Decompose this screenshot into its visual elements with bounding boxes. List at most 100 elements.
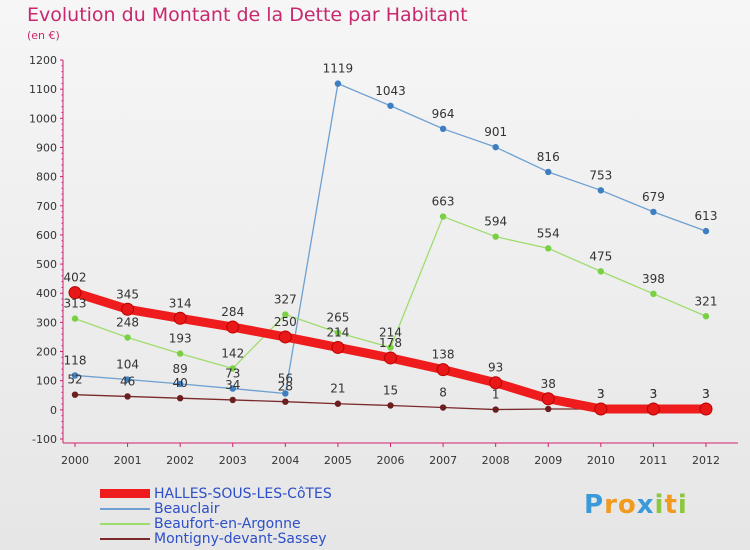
data-point: [492, 143, 499, 151]
proxiti-logo: Proxiti: [584, 490, 688, 520]
data-label: 1043: [375, 84, 406, 98]
data-label: 193: [169, 332, 192, 346]
data-point: [334, 400, 342, 407]
data-point: [650, 208, 657, 216]
logo-letter: P: [584, 490, 605, 520]
data-point: [68, 286, 82, 300]
data-point: [702, 227, 710, 235]
data-label: 816: [537, 150, 560, 164]
data-point: [176, 394, 184, 402]
logo-letter: i: [677, 490, 688, 520]
data-point: [699, 402, 713, 416]
x-tick-label: 2006: [377, 454, 405, 467]
chart-title: Evolution du Montant de la Dette par Hab…: [27, 4, 468, 26]
x-tick-label: 2011: [639, 454, 667, 467]
data-point: [71, 391, 79, 398]
data-point: [492, 233, 499, 240]
data-point: [71, 372, 79, 379]
data-point: [229, 396, 236, 404]
data-point: [541, 392, 555, 406]
data-label: 138: [432, 348, 455, 362]
data-label: 8: [439, 386, 447, 400]
data-label: 3: [650, 387, 658, 401]
data-label: 594: [484, 215, 507, 229]
data-label: 901: [484, 125, 507, 139]
logo-letter: o: [617, 490, 637, 520]
data-label: 248: [116, 316, 139, 330]
data-label: 56: [278, 372, 293, 386]
data-label: 475: [589, 249, 612, 263]
data-point: [387, 402, 394, 409]
data-point: [384, 351, 397, 365]
data-point: [226, 320, 240, 334]
data-point: [387, 102, 394, 109]
y-tick-label: 200: [36, 346, 57, 359]
data-point: [121, 302, 135, 316]
x-tick-label: 2005: [324, 454, 352, 467]
data-point: [646, 402, 660, 416]
data-label: 313: [64, 297, 87, 311]
data-label: 46: [120, 374, 135, 388]
data-point: [278, 330, 292, 344]
legend-label: Beaufort-en-Argonne: [154, 515, 301, 532]
data-label: 398: [642, 272, 665, 286]
data-point: [282, 398, 289, 405]
data-label: 142: [221, 346, 244, 360]
data-label: 613: [695, 209, 718, 223]
data-point: [176, 350, 184, 357]
data-point: [545, 168, 552, 176]
x-tick-label: 2000: [61, 454, 89, 467]
data-label: 345: [116, 287, 139, 301]
data-label: 554: [537, 226, 560, 240]
data-label: 250: [274, 315, 297, 329]
data-point: [71, 315, 79, 322]
data-label: 214: [379, 325, 402, 339]
data-point: [334, 80, 342, 87]
data-point: [124, 393, 131, 400]
data-label: 284: [221, 305, 244, 319]
data-label: 15: [383, 383, 398, 397]
logo-letter: x: [636, 490, 655, 520]
y-tick-label: 1200: [29, 54, 57, 67]
data-label: 3: [597, 387, 605, 401]
x-tick-label: 2009: [534, 454, 562, 467]
y-tick-label: 700: [36, 200, 57, 213]
data-label: 265: [326, 311, 349, 325]
logo-letter: t: [664, 490, 678, 520]
data-point: [439, 404, 447, 411]
legend-swatch: [100, 507, 150, 510]
data-label: 327: [274, 293, 297, 307]
data-point: [597, 268, 605, 275]
data-point: [436, 363, 450, 377]
data-label: 753: [589, 168, 612, 182]
legend-label: HALLES-SOUS-LES-CôTES: [154, 485, 332, 502]
legend-label: Beauclair: [154, 500, 220, 517]
data-label: 1119: [323, 62, 354, 76]
legend-label: Montigny-devant-Sassey: [154, 530, 327, 547]
x-tick-label: 2001: [114, 454, 142, 467]
data-label: 663: [432, 195, 455, 209]
y-tick-label: 100: [36, 375, 57, 388]
data-point: [597, 187, 605, 194]
data-label: 1: [492, 388, 500, 402]
data-label: 118: [64, 353, 87, 367]
legend-swatch: [100, 522, 150, 525]
data-label: 402: [64, 271, 87, 285]
data-point: [492, 406, 499, 413]
data-label: 3: [702, 387, 710, 401]
x-tick-label: 2002: [166, 454, 194, 467]
data-label: 89: [173, 362, 188, 376]
data-point: [545, 405, 552, 413]
data-point: [176, 380, 184, 388]
data-point: [229, 385, 236, 392]
data-label: 3: [702, 387, 710, 401]
data-point: [702, 313, 710, 320]
legend: HALLES-SOUS-LES-CôTES Beauclair Beaufort-e…: [100, 485, 332, 547]
y-tick-label: 600: [36, 229, 57, 242]
data-label: 178: [379, 336, 402, 350]
y-tick-label: 1000: [29, 112, 57, 125]
y-tick-label: 1100: [29, 83, 57, 96]
legend-item: HALLES-SOUS-LES-CôTES: [100, 485, 332, 502]
x-tick-label: 2010: [587, 454, 615, 467]
